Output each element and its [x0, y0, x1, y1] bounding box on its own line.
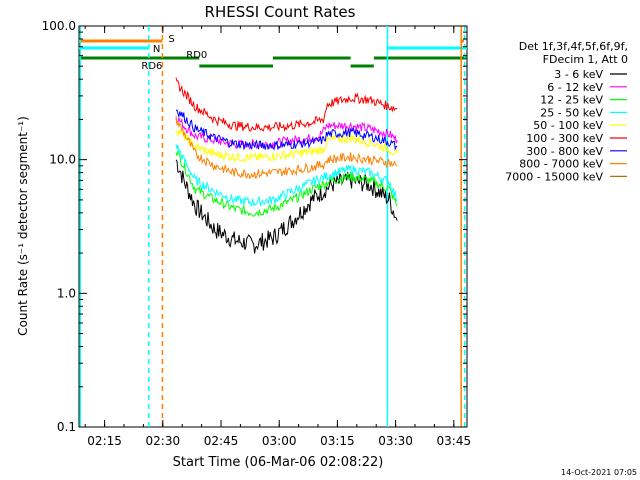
x-tick-label: 03:00 [262, 434, 297, 448]
series-line [175, 77, 398, 133]
legend-entry-label: 100 - 300 keV [526, 132, 603, 145]
chart-title: RHESSI Count Rates [205, 3, 356, 21]
series-line [175, 159, 398, 254]
plot-frame [78, 25, 468, 428]
footer-timestamp: 14-Oct-2021 07:05 [561, 468, 637, 477]
legend-entry-label: 7000 - 15000 keV [505, 170, 603, 183]
axes: 02:15 02:30 02:45 03:00 03:15 03:30 03:45 0.1 1.… [42, 19, 471, 448]
series-line [175, 150, 398, 218]
x-tick-label: 03:45 [437, 434, 472, 448]
x-tick-label: 03:15 [320, 434, 355, 448]
x-tick-label: 02:15 [87, 434, 122, 448]
x-axis-label: Start Time (06-Mar-06 02:08:22) [173, 455, 384, 470]
legend-entry-label: 800 - 7000 keV [519, 158, 603, 171]
vertical-lines [79, 26, 466, 427]
series-line [175, 117, 398, 150]
y-tick-label: 10.0 [49, 153, 76, 167]
legend-entry-label: 3 - 6 keV [554, 68, 603, 81]
series-line [175, 143, 398, 208]
y-tick-label: 100.0 [42, 19, 76, 33]
legend-entry-label: 12 - 25 keV [540, 94, 603, 107]
y-tick-label: 1.0 [57, 286, 76, 300]
x-tick-label: 02:45 [204, 434, 239, 448]
y-tick-label: 0.1 [57, 420, 76, 434]
state-bar-label: RD6 [141, 61, 162, 72]
state-bars: SN RD6 RD0 [79, 34, 467, 72]
series-line [175, 129, 398, 163]
series-line [175, 109, 398, 151]
series-group [175, 77, 398, 254]
state-bar-label: S [168, 34, 174, 45]
series-line [175, 115, 398, 180]
legend-entry-label: 25 - 50 keV [540, 106, 603, 119]
x-tick-label: 02:30 [146, 434, 181, 448]
state-bar-label: N [153, 44, 160, 55]
legend-entry-label: 6 - 12 keV [547, 81, 603, 94]
x-tick-label: 03:30 [378, 434, 413, 448]
legend-header-line: FDecim 1, Att 0 [543, 53, 628, 66]
legend-entry-label: 300 - 800 keV [526, 145, 603, 158]
y-axis-label: Count Rate (s⁻¹ detector segment⁻¹) [16, 116, 30, 336]
state-bar-label: RD0 [186, 50, 207, 61]
legend-entry-label: 50 - 100 keV [533, 119, 603, 132]
legend: Det 1f,3f,4f,5f,6f,9f,FDecim 1, Att 0 3 -… [505, 40, 628, 183]
legend-header-line: Det 1f,3f,4f,5f,6f,9f, [519, 40, 628, 53]
